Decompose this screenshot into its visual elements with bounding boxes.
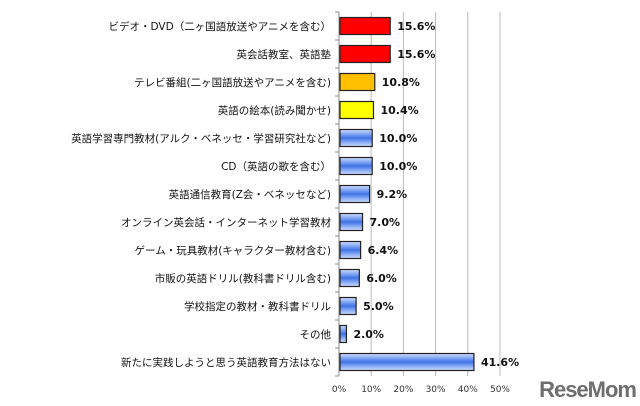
data-label: 2.0%: [353, 328, 384, 341]
x-tick-label: 50%: [490, 385, 510, 395]
category-label: その他: [300, 328, 332, 341]
category-label: 英語の絵本(読み聞かせ): [218, 104, 331, 117]
x-tick-label: 10%: [361, 385, 381, 395]
data-label: 15.6%: [397, 48, 435, 61]
data-label: 6.4%: [368, 244, 399, 257]
bar: [339, 16, 391, 36]
data-label: 41.6%: [481, 356, 519, 369]
x-tick-label: 40%: [458, 385, 478, 395]
x-tick-label: 0%: [332, 385, 347, 395]
category-label: テレビ番組(二ヶ国語放送やアニメを含む): [134, 76, 331, 89]
bar: [339, 352, 475, 372]
bar: [339, 324, 348, 344]
data-label: 5.0%: [363, 300, 394, 313]
x-tick-label: 30%: [426, 385, 446, 395]
category-label: 新たに実践しようと思う英語教育方法はない: [121, 356, 331, 369]
bar: [339, 72, 376, 92]
bar: [339, 268, 360, 288]
bar: [339, 100, 375, 120]
data-label: 10.4%: [380, 104, 418, 117]
bar: [339, 212, 364, 232]
resemom-logo: ReseMom: [539, 377, 637, 402]
bar: [339, 44, 391, 64]
category-label: ビデオ・DVD（二ヶ国語放送やアニメを含む）: [109, 20, 331, 33]
bar: [339, 156, 373, 176]
category-label: ゲーム・玩具教材(キャラクター教材含む): [135, 244, 331, 257]
bar: [339, 296, 357, 316]
category-label: 学校指定の教材・教科書ドリル: [184, 300, 331, 313]
data-label: 10.8%: [382, 76, 420, 89]
data-label: 10.0%: [379, 160, 417, 173]
category-label: CD（英語の歌を含む）: [221, 160, 331, 173]
category-label: 英語学習専門教材(アルク・ベネッセ・学習研究社など): [71, 132, 331, 145]
data-label: 10.0%: [379, 132, 417, 145]
category-label: 英語通信教育(Z会・ベネッセなど): [169, 188, 331, 201]
bar: [339, 128, 373, 148]
x-tick-label: 20%: [393, 385, 413, 395]
bar: [339, 184, 371, 204]
data-label: 15.6%: [397, 20, 435, 33]
data-label: 7.0%: [370, 216, 401, 229]
data-label: 6.0%: [366, 272, 397, 285]
bar: [339, 240, 362, 260]
category-label: オンライン英会話・インターネット学習教材: [121, 216, 331, 229]
category-label: 市販の英語ドリル(教科書ドリル含む): [155, 272, 331, 285]
category-label: 英会話教室、英語塾: [237, 48, 332, 61]
data-label: 9.2%: [377, 188, 408, 201]
